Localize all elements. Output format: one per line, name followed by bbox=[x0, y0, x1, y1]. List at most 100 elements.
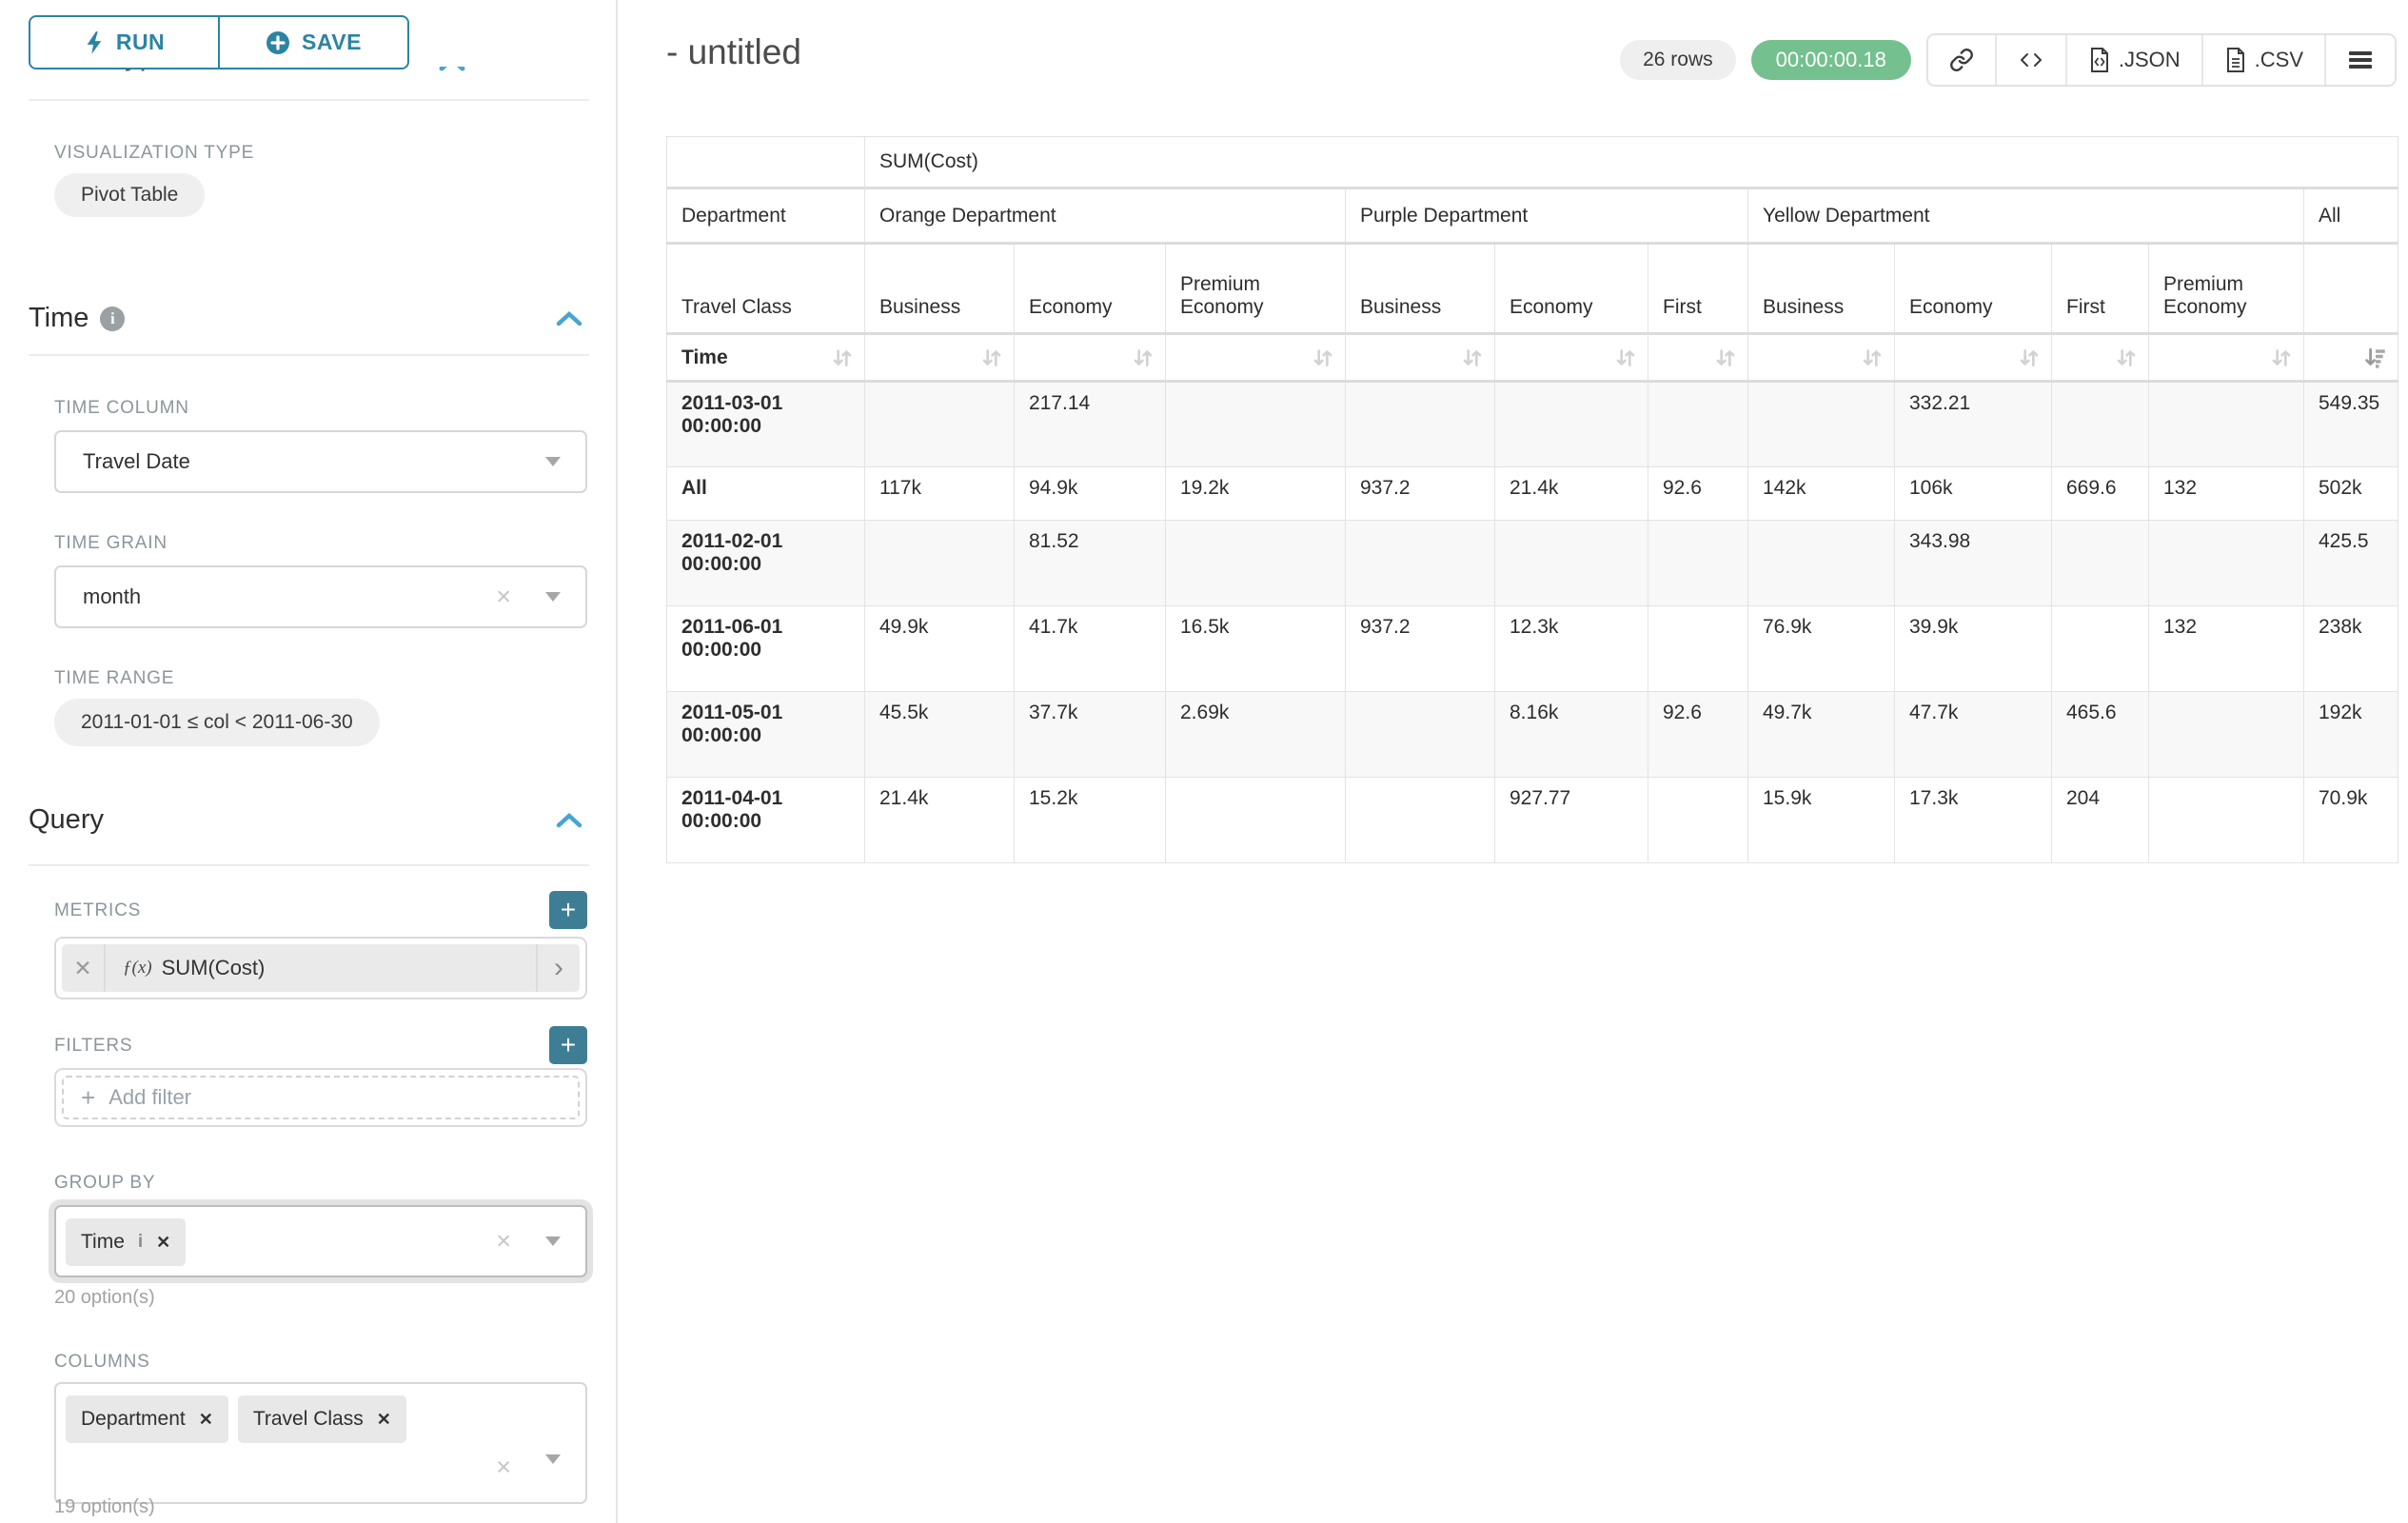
group-by-select[interactable]: Time i ✕ × bbox=[54, 1205, 587, 1277]
clear-icon[interactable]: × bbox=[496, 1226, 511, 1256]
add-filter-button[interactable]: + Add filter bbox=[62, 1076, 580, 1119]
json-file-icon bbox=[2090, 48, 2108, 72]
metric-chip[interactable]: ✕ ƒ(x) SUM(Cost) › bbox=[62, 944, 580, 992]
table-row: 2011-05-01 00:00:00 45.5k 37.7k 2.69k 8.16k 9… bbox=[666, 691, 2398, 778]
filters-control: + Add filter bbox=[54, 1068, 587, 1127]
pivot-cell: 132 bbox=[2148, 605, 2304, 692]
pivot-cell bbox=[864, 381, 1015, 467]
travel-class-cell: Economy bbox=[1494, 243, 1648, 335]
caret-down-icon bbox=[545, 592, 561, 602]
share-link-button[interactable] bbox=[1927, 35, 1997, 85]
sort-icon bbox=[2272, 348, 2291, 366]
column-sort-header[interactable] bbox=[2303, 333, 2398, 383]
pivot-cell bbox=[2051, 605, 2149, 692]
sort-icon bbox=[982, 348, 1001, 366]
metrics-control: ✕ ƒ(x) SUM(Cost) › bbox=[54, 937, 587, 999]
add-filter-plus-button[interactable]: + bbox=[549, 1026, 587, 1064]
columns-select[interactable]: Department ✕ Travel Class ✕ × bbox=[54, 1382, 587, 1504]
sort-descending-icon bbox=[2365, 347, 2385, 368]
column-sort-header[interactable] bbox=[1648, 333, 1748, 383]
column-sort-header[interactable] bbox=[1345, 333, 1495, 383]
column-sort-header[interactable] bbox=[2051, 333, 2149, 383]
divider bbox=[29, 354, 589, 356]
column-sort-header[interactable] bbox=[1894, 333, 2052, 383]
table-row: 2011-02-01 00:00:00 81.52 343.98 425.5 bbox=[666, 520, 2398, 606]
clear-icon[interactable]: × bbox=[496, 582, 511, 611]
pivot-cell bbox=[1345, 381, 1495, 467]
pivot-cell bbox=[2148, 777, 2304, 863]
pivot-cell: 132 bbox=[2148, 466, 2304, 521]
pivot-cell: 16.5k bbox=[1165, 605, 1346, 692]
time-sort-header[interactable]: Time bbox=[666, 333, 865, 383]
sort-icon bbox=[1463, 348, 1482, 366]
sort-icon bbox=[2020, 348, 2039, 366]
pivot-cell bbox=[2051, 381, 2149, 467]
remove-tag-icon[interactable]: ✕ bbox=[198, 1409, 213, 1429]
collapse-chevron-up-icon[interactable] bbox=[555, 811, 583, 830]
pivot-table-container: SUM(Cost) Department Orange Department Purp… bbox=[666, 136, 2398, 863]
group-by-tag-time[interactable]: Time i ✕ bbox=[66, 1218, 187, 1266]
remove-metric-icon[interactable]: ✕ bbox=[62, 944, 106, 992]
save-button[interactable]: SAVE bbox=[219, 15, 409, 69]
time-grain-select[interactable]: month × bbox=[54, 565, 587, 628]
menu-button[interactable] bbox=[2326, 35, 2395, 85]
pivot-cell: 549.35 bbox=[2303, 381, 2398, 467]
pivot-cell: 37.7k bbox=[1014, 691, 1166, 778]
table-row: 2011-04-01 00:00:00 21.4k 15.2k 927.77 15.9k… bbox=[666, 777, 2398, 863]
column-sort-header[interactable] bbox=[2148, 333, 2304, 383]
chart-type-section-heading: Chart Type bbox=[29, 67, 581, 99]
table-row: All 117k 94.9k 19.2k 937.2 21.4k 92.6 142k 106k 6… bbox=[666, 466, 2398, 521]
time-grain-value: month bbox=[83, 584, 142, 608]
department-group-cell: Yellow Department bbox=[1747, 188, 2304, 245]
time-range-pill[interactable]: 2011-01-01 ≤ col < 2011-06-30 bbox=[54, 699, 380, 746]
export-json-button[interactable]: .JSON bbox=[2066, 35, 2203, 85]
sort-icon bbox=[1716, 348, 1735, 366]
info-icon: i bbox=[137, 1232, 144, 1252]
chart-title[interactable]: - untitled bbox=[666, 32, 801, 71]
sort-icon bbox=[1616, 348, 1635, 366]
table-row: 2011-06-01 00:00:00 49.9k 41.7k 16.5k 937.2 1… bbox=[666, 605, 2398, 692]
column-sort-header[interactable] bbox=[1494, 333, 1648, 383]
code-icon bbox=[2020, 53, 2042, 67]
columns-tag-travel-class[interactable]: Travel Class ✕ bbox=[237, 1395, 406, 1443]
tag-label: Travel Class bbox=[252, 1408, 364, 1430]
column-sort-header[interactable] bbox=[1014, 333, 1166, 383]
export-json-label: .JSON bbox=[2118, 48, 2181, 71]
export-csv-button[interactable]: .CSV bbox=[2202, 35, 2326, 85]
pivot-cell bbox=[1345, 777, 1495, 863]
viz-type-pill[interactable]: Pivot Table bbox=[54, 173, 206, 217]
pivot-cell bbox=[1345, 520, 1495, 606]
pivot-cell: 15.2k bbox=[1014, 777, 1166, 863]
columns-tag-department[interactable]: Department ✕ bbox=[66, 1395, 228, 1443]
csv-file-icon bbox=[2226, 48, 2244, 72]
department-group-cell: Purple Department bbox=[1345, 188, 1748, 245]
column-sort-header[interactable] bbox=[1165, 333, 1346, 383]
clear-icon[interactable]: × bbox=[496, 1453, 511, 1481]
time-column-value: Travel Date bbox=[83, 449, 190, 473]
remove-tag-icon[interactable]: ✕ bbox=[156, 1232, 171, 1252]
pivot-cell: 937.2 bbox=[1345, 605, 1495, 692]
pivot-cell: 17.3k bbox=[1894, 777, 2052, 863]
pivot-cell: 106k bbox=[1894, 466, 2052, 521]
chevron-right-icon[interactable]: › bbox=[536, 944, 580, 992]
remove-tag-icon[interactable]: ✕ bbox=[376, 1409, 391, 1429]
pivot-cell: 669.6 bbox=[2051, 466, 2149, 521]
view-query-button[interactable] bbox=[1996, 35, 2067, 85]
pivot-cell: 41.7k bbox=[1014, 605, 1166, 692]
run-button[interactable]: RUN bbox=[29, 15, 219, 69]
add-metric-button[interactable]: + bbox=[549, 891, 587, 929]
pivot-cell: 2.69k bbox=[1165, 691, 1346, 778]
chevron-up-icon bbox=[439, 67, 465, 71]
query-section-title: Query bbox=[29, 804, 104, 835]
save-button-label: SAVE bbox=[302, 30, 362, 54]
travel-class-cell bbox=[2303, 243, 2398, 335]
travel-class-cell: Premium Economy bbox=[2148, 243, 2304, 335]
time-column-select[interactable]: Travel Date bbox=[54, 430, 587, 493]
column-sort-header[interactable] bbox=[1747, 333, 1895, 383]
pivot-cell bbox=[864, 520, 1015, 606]
column-sort-header[interactable] bbox=[864, 333, 1015, 383]
pivot-cell bbox=[1747, 381, 1895, 467]
pivot-cell bbox=[1345, 691, 1495, 778]
collapse-chevron-up-icon[interactable] bbox=[555, 309, 583, 328]
run-save-button-group: RUN SAVE bbox=[29, 15, 409, 69]
